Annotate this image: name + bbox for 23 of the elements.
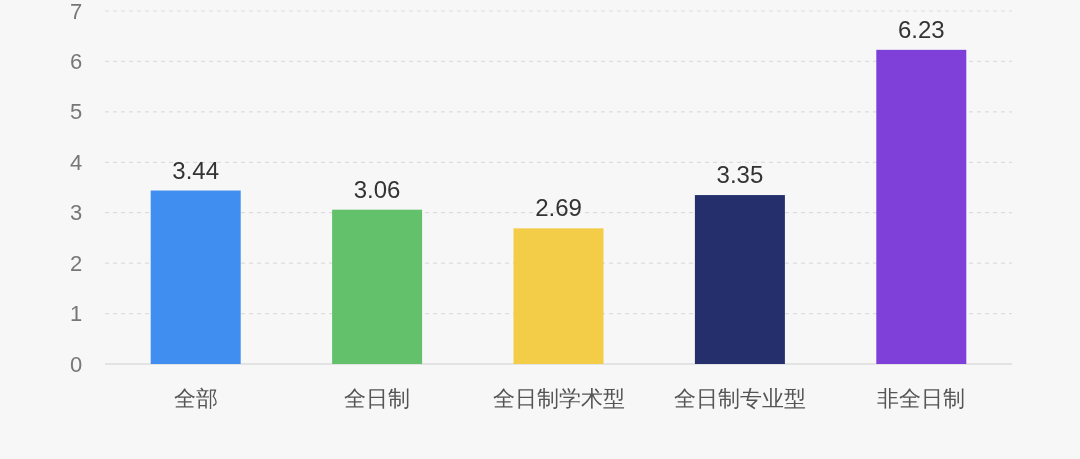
y-tick-label: 6 xyxy=(69,48,83,74)
bar xyxy=(694,195,785,364)
bar xyxy=(150,190,241,364)
y-tick-label: 1 xyxy=(69,301,83,327)
x-tick-label: 全日制专业型 xyxy=(673,385,806,411)
y-tick-label: 2 xyxy=(69,250,83,276)
data-label: 3.44 xyxy=(172,156,220,184)
y-tick-label: 5 xyxy=(69,99,83,125)
bar xyxy=(513,228,604,364)
y-tick-label: 3 xyxy=(69,200,83,226)
data-label: 6.23 xyxy=(897,15,945,43)
y-tick-label: 7 xyxy=(69,0,83,24)
bar xyxy=(332,209,423,364)
x-tick-label: 全日制 xyxy=(344,385,411,411)
data-label: 3.06 xyxy=(353,175,401,203)
data-label: 3.35 xyxy=(716,161,764,189)
x-tick-label: 非全日制 xyxy=(877,385,966,411)
bar xyxy=(876,49,967,364)
data-label: 2.69 xyxy=(535,194,582,222)
x-tick-label: 全日制学术型 xyxy=(492,385,625,411)
y-tick-label: 4 xyxy=(69,149,83,175)
y-tick-label: 0 xyxy=(69,351,83,377)
x-tick-label: 全部 xyxy=(173,385,218,411)
